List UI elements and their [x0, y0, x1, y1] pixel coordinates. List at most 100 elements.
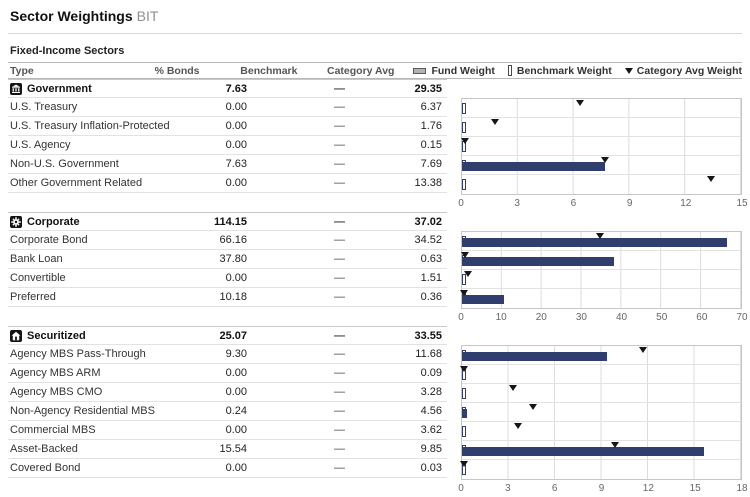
category-avg-marker — [576, 100, 585, 106]
cell-benchmark: — — [334, 215, 345, 228]
cell-bonds: 0.00 — [225, 139, 247, 151]
legend-label-category: Category Avg Weight — [636, 64, 742, 77]
chart-row — [460, 365, 741, 384]
axis-tick-label: 6 — [551, 483, 558, 494]
table-row: Agency MBS ARM 0.00 — 0.09 — [8, 364, 447, 383]
cell-benchmark: — — [334, 272, 345, 284]
chart-row — [462, 403, 741, 422]
row-label: Asset-Backed — [10, 443, 78, 455]
axis-tick-label: 0 — [458, 483, 464, 494]
cell-benchmark: — — [334, 101, 345, 113]
cell-benchmark: — — [334, 82, 345, 95]
cell-benchmark: — — [334, 177, 345, 189]
cell-bonds: 25.07 — [219, 329, 247, 342]
securitized-chart — [460, 345, 742, 480]
column-header-category-avg: Category Avg — [326, 64, 395, 77]
benchmark-marker — [462, 103, 466, 114]
axis-tick-label: 0 — [458, 312, 464, 323]
row-label: U.S. Agency — [10, 139, 71, 151]
chart-row — [462, 270, 741, 289]
cell-benchmark: — — [334, 291, 345, 303]
section-label: Government — [27, 82, 92, 95]
table-row: Bank Loan 37.80 — 0.63 — [8, 250, 447, 269]
table-row: Preferred 10.18 — 0.36 — [8, 288, 447, 307]
table-row-securitized: Securitized 25.07 — 33.55 — [8, 326, 447, 345]
legend-label-benchmark: Benchmark Weight — [516, 64, 612, 77]
legend-item-category: Category Avg Weight — [624, 64, 742, 77]
cell-bonds: 0.00 — [225, 120, 247, 132]
table-row-government: Government 7.63 — 29.35 — [8, 79, 447, 98]
cell-benchmark: — — [334, 329, 345, 342]
benchmark-marker — [462, 426, 466, 437]
table-row: Asset-Backed 15.54 — 9.85 — [8, 440, 447, 459]
cell-category: 3.62 — [420, 424, 442, 436]
cell-benchmark: — — [334, 443, 345, 455]
cell-benchmark: — — [334, 139, 345, 151]
row-label: U.S. Treasury Inflation-Protected — [10, 120, 170, 132]
table-row-corporate: Corporate 114.15 — 37.02 — [8, 212, 447, 231]
cell-benchmark: — — [334, 253, 345, 265]
table-column-headers: Type % Bonds Benchmark Category Avg — [8, 65, 399, 77]
table-row: Non-Agency Residential MBS 0.24 — 4.56 — [8, 402, 447, 421]
cell-category: 0.03 — [420, 462, 442, 474]
cell-bonds: 15.54 — [219, 443, 247, 455]
fund-weight-bar — [463, 257, 614, 266]
axis-tick-label: 3 — [505, 483, 511, 494]
ticker-symbol: BIT — [136, 8, 159, 24]
x-axis: 0 3 6 9 12 15 18 — [458, 480, 747, 497]
legend-item-fund: Fund Weight — [413, 65, 495, 77]
table-group-label: Fixed-Income Sectors — [10, 45, 125, 57]
axis-tick-label: 40 — [616, 312, 628, 323]
cell-bonds: 37.80 — [219, 253, 247, 265]
cell-category: 34.52 — [414, 234, 442, 246]
table-row: Non-U.S. Government 7.63 — 7.69 — [8, 155, 447, 174]
axis-tick-label: 0 — [458, 198, 464, 209]
table-row: Other Government Related 0.00 — 13.38 — [8, 174, 447, 193]
cell-benchmark: — — [334, 120, 345, 132]
chart-row — [462, 99, 741, 118]
chart-legend: Fund Weight Benchmark Weight Category Av… — [413, 65, 742, 77]
column-header-type: Type — [10, 64, 34, 77]
page-title: Sector Weightings — [10, 8, 133, 24]
government-chart — [460, 98, 742, 195]
cell-bonds: 0.00 — [225, 177, 247, 189]
cell-bonds: 7.63 — [225, 82, 247, 95]
fund-weight-bar — [463, 409, 467, 418]
fund-weight-bar — [463, 162, 605, 171]
axis-tick-label: 50 — [656, 312, 668, 323]
cell-category: 1.76 — [420, 120, 442, 132]
row-label: Non-Agency Residential MBS — [10, 405, 155, 417]
benchmark-marker — [462, 179, 466, 190]
chart-row — [460, 289, 741, 308]
row-label: Other Government Related — [10, 177, 143, 189]
row-label: Agency MBS ARM — [10, 367, 101, 379]
category-avg-marker — [514, 423, 523, 429]
cell-category: 7.69 — [420, 158, 442, 170]
cell-benchmark: — — [334, 424, 345, 436]
category-avg-marker — [490, 119, 499, 125]
cell-benchmark: — — [334, 367, 345, 379]
row-label: Preferred — [10, 291, 56, 303]
cell-benchmark: — — [334, 386, 345, 398]
axis-tick-label: 9 — [626, 198, 633, 209]
cell-category: 29.35 — [414, 82, 442, 95]
section-securitized: Securitized 25.07 — 33.55 Agency MBS Pas… — [8, 326, 748, 497]
table-row: U.S. Agency 0.00 — 0.15 — [8, 136, 447, 155]
category-avg-marker — [464, 271, 473, 277]
legend-item-benchmark: Benchmark Weight — [507, 64, 612, 77]
module-header: Sector Weightings BIT — [8, 0, 742, 34]
cell-category: 0.36 — [420, 291, 442, 303]
cell-bonds: 0.00 — [225, 101, 247, 113]
chart-row — [460, 251, 741, 270]
chart-row — [462, 441, 741, 460]
cell-bonds: 9.30 — [225, 348, 247, 360]
table-row: Corporate Bond 66.16 — 34.52 — [8, 231, 447, 250]
table-row: Covered Bond 0.00 — 0.03 — [8, 459, 447, 478]
row-label: Agency MBS CMO — [10, 386, 103, 398]
column-header-benchmark: Benchmark — [240, 64, 298, 77]
table-header-row: Type % Bonds Benchmark Category Avg Fund… — [8, 62, 742, 79]
cell-category: 3.28 — [420, 386, 442, 398]
axis-tick-label: 12 — [680, 198, 692, 209]
cell-bonds: 10.18 — [219, 291, 247, 303]
cell-benchmark: — — [334, 158, 345, 170]
